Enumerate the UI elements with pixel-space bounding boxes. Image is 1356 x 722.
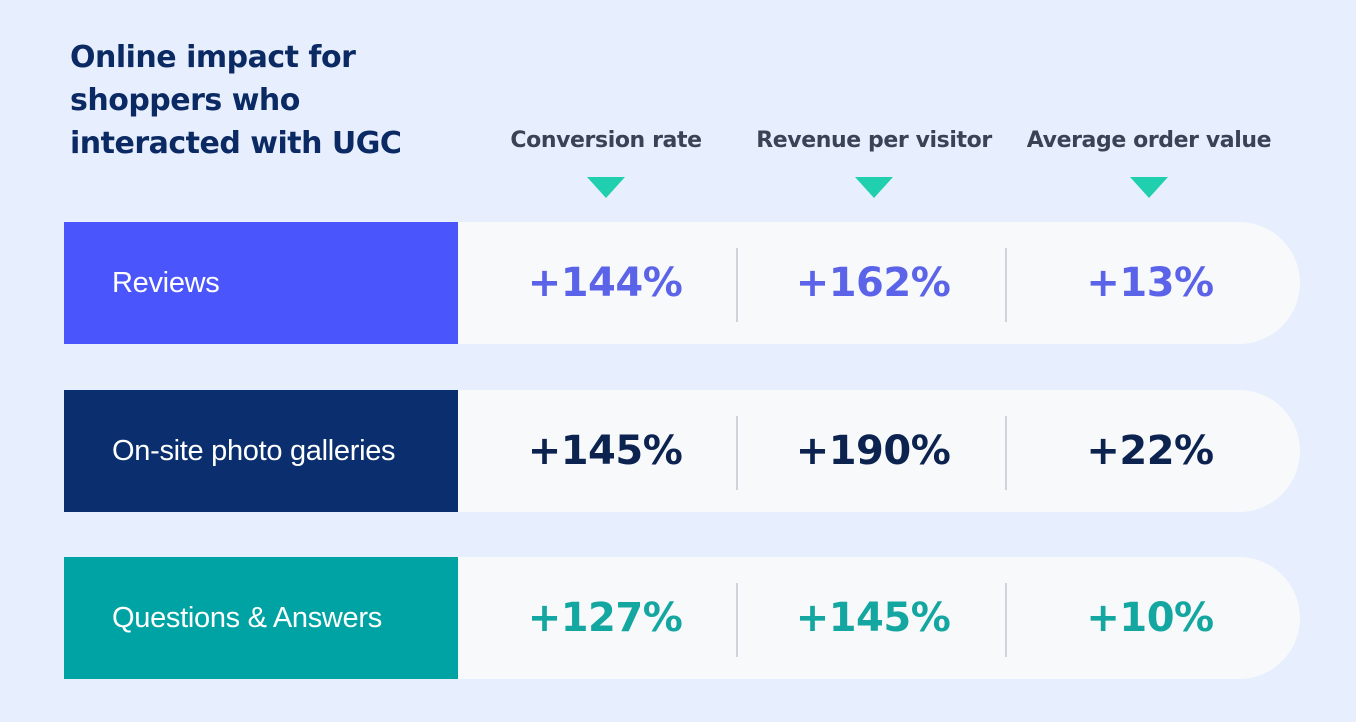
value-average-order-value: +22% xyxy=(1086,428,1214,474)
divider xyxy=(736,583,738,657)
value-revenue-per-visitor: +162% xyxy=(795,260,951,306)
value-revenue-per-visitor: +145% xyxy=(795,595,951,641)
row-label: Questions & Answers xyxy=(64,557,458,679)
divider xyxy=(1005,248,1007,322)
value-conversion-rate: +145% xyxy=(527,428,683,474)
row-questions-and-answers: Questions & Answers +127% +145% +10% xyxy=(64,557,1300,679)
divider xyxy=(736,248,738,322)
column-arrow-down-icon xyxy=(855,177,893,198)
column-header-revenue-per-visitor: Revenue per visitor xyxy=(756,128,992,153)
column-header-conversion-rate: Conversion rate xyxy=(510,128,702,153)
column-header-average-order-value: Average order value xyxy=(1026,128,1272,153)
row-background xyxy=(364,390,1300,512)
value-average-order-value: +10% xyxy=(1086,595,1214,641)
value-average-order-value: +13% xyxy=(1086,260,1214,306)
value-conversion-rate: +144% xyxy=(527,260,683,306)
divider xyxy=(1005,416,1007,490)
row-background xyxy=(364,222,1300,344)
chart-title: Online impact for shoppers who interacte… xyxy=(70,40,402,161)
row-label: On-site photo galleries xyxy=(64,390,458,512)
divider xyxy=(1005,583,1007,657)
row-reviews: Reviews +144% +162% +13% xyxy=(64,222,1300,344)
row-on-site-photo-galleries: On-site photo galleries +145% +190% +22% xyxy=(64,390,1300,512)
column-arrow-down-icon xyxy=(587,177,625,198)
column-arrow-down-icon xyxy=(1130,177,1168,198)
row-label: Reviews xyxy=(64,222,458,344)
value-revenue-per-visitor: +190% xyxy=(795,428,951,474)
row-background xyxy=(364,557,1300,679)
divider xyxy=(736,416,738,490)
value-conversion-rate: +127% xyxy=(527,595,683,641)
